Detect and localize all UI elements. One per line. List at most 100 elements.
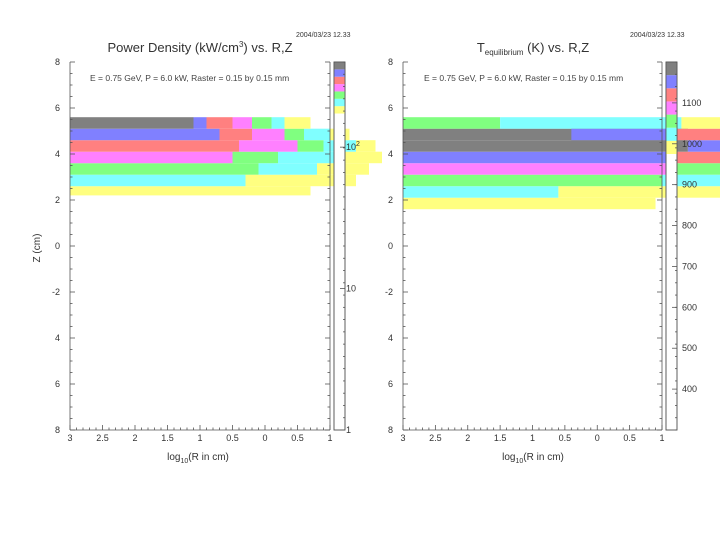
colorbar-band bbox=[334, 69, 345, 77]
y-tick-label: 4 bbox=[55, 333, 60, 343]
colorbar: 102 10 1 bbox=[333, 61, 360, 435]
heatmap-cell bbox=[70, 117, 194, 129]
heatmap-cell bbox=[193, 117, 207, 129]
colorbar-band bbox=[334, 91, 345, 99]
y-tick-label: 6 bbox=[55, 103, 60, 113]
heatmap-cell bbox=[403, 140, 688, 152]
colorbar-label: 1 bbox=[346, 425, 351, 435]
plot-annotation: E = 0.75 GeV, P = 6.0 kW, Raster = 0.15 … bbox=[90, 73, 289, 83]
y-tick-label: 0 bbox=[55, 241, 60, 251]
colorbar-band bbox=[334, 62, 345, 70]
heatmap-cell bbox=[674, 151, 720, 164]
heatmap-cell bbox=[219, 128, 252, 141]
y-tick-label: 8 bbox=[55, 57, 60, 67]
y-tick-label: 6 bbox=[55, 379, 60, 389]
x-tick-label: 3 bbox=[400, 433, 405, 443]
chart-title: Power Density (kW/cm3) vs. R,Z bbox=[107, 40, 292, 55]
x-tick-label: 1.5 bbox=[494, 433, 507, 443]
heatmap-cell bbox=[558, 186, 720, 198]
heatmap-cell bbox=[356, 140, 376, 152]
colorbar-band bbox=[334, 84, 345, 92]
x-tick-label: 1.5 bbox=[161, 433, 174, 443]
heatmap-cell bbox=[70, 174, 246, 187]
plot-annotation: E = 0.75 GeV, P = 6.0 kW, Raster = 0.15 … bbox=[424, 73, 623, 83]
x-tick-label: 3 bbox=[67, 433, 72, 443]
y-tick-label: 2 bbox=[388, 195, 393, 205]
colorbar-label: 900 bbox=[682, 180, 697, 190]
y-tick-label: 6 bbox=[388, 103, 393, 113]
heatmap-cell bbox=[304, 128, 330, 141]
heatmap-cell bbox=[500, 117, 682, 129]
colorbar-label: 1100 bbox=[682, 98, 701, 108]
colorbar-label: 800 bbox=[682, 221, 697, 231]
heatmap-cell bbox=[403, 186, 559, 198]
heatmap-cell bbox=[232, 151, 278, 164]
colorbar-label: 500 bbox=[682, 343, 697, 353]
colorbar-band bbox=[334, 76, 345, 85]
x-tick-label: 2.5 bbox=[96, 433, 109, 443]
heatmap-cell bbox=[70, 151, 233, 164]
heatmap-cell bbox=[206, 117, 233, 129]
colorbar-label: 102 bbox=[346, 141, 360, 152]
x-tick-label: 2.5 bbox=[429, 433, 442, 443]
x-axis-label: log10(R in cm) bbox=[502, 452, 564, 465]
y-tick-label: 4 bbox=[388, 149, 393, 159]
colorbar-label: 700 bbox=[682, 261, 697, 271]
heatmap-cell bbox=[70, 163, 259, 175]
x-axis-label: log10(R in cm) bbox=[167, 452, 229, 465]
y-axis-label: Z (cm) bbox=[32, 234, 43, 263]
colorbar-band bbox=[666, 62, 677, 76]
heatmap-cell bbox=[403, 151, 675, 164]
heatmap-cells bbox=[403, 117, 720, 210]
heatmap-cell bbox=[403, 128, 688, 141]
timestamp: 2004/03/23 12.33 bbox=[296, 32, 351, 39]
heatmap-cell bbox=[662, 174, 720, 187]
colorbar-band bbox=[666, 114, 677, 128]
heatmap-cell bbox=[403, 117, 501, 129]
colorbar-label: 400 bbox=[682, 384, 697, 394]
colorbar: 400 500 600 700 800 900 1000 1100 bbox=[665, 61, 702, 431]
y-tick-label: 2 bbox=[55, 195, 60, 205]
heatmap-cell bbox=[271, 117, 285, 129]
x-tick-label: 0.5 bbox=[291, 433, 304, 443]
heatmap-cell bbox=[70, 186, 311, 196]
heatmap-cell bbox=[252, 117, 272, 129]
heatmap-cell bbox=[245, 174, 356, 187]
heatmap-cell bbox=[278, 151, 337, 164]
heatmap-cell bbox=[297, 140, 324, 152]
colorbar-band bbox=[666, 75, 677, 89]
x-tick-label: 0.5 bbox=[226, 433, 239, 443]
y-tick-label: -2 bbox=[385, 287, 393, 297]
y-tick-label: 0 bbox=[388, 241, 393, 251]
colorbar-band bbox=[666, 101, 677, 115]
y-tick-label: 8 bbox=[55, 425, 60, 435]
heatmap-cell bbox=[232, 117, 252, 129]
heatmap-cell bbox=[336, 151, 382, 164]
heatmap-cell bbox=[284, 117, 311, 129]
x-tick-label: 1 bbox=[659, 433, 664, 443]
colorbar-band bbox=[666, 140, 677, 154]
colorbar-label: 600 bbox=[682, 302, 697, 312]
y-tick-label: 6 bbox=[388, 379, 393, 389]
y-tick-label: -2 bbox=[52, 287, 60, 297]
heatmap-cell bbox=[681, 117, 720, 129]
heatmap-cell bbox=[239, 140, 298, 152]
heatmap-cell bbox=[571, 128, 675, 141]
x-tick-label: 1 bbox=[197, 433, 202, 443]
heatmap-cell bbox=[687, 140, 720, 152]
x-tick-label: 0.5 bbox=[559, 433, 572, 443]
heatmap-cell bbox=[668, 163, 720, 175]
y-tick-label: 8 bbox=[388, 57, 393, 67]
colorbar-label: 10 bbox=[346, 284, 356, 294]
colorbar-band bbox=[666, 127, 677, 141]
colorbar-band bbox=[334, 106, 345, 114]
heatmap-cell bbox=[403, 174, 662, 187]
colorbar-band bbox=[334, 98, 345, 107]
x-tick-label: 1 bbox=[327, 433, 332, 443]
x-tick-label: 2 bbox=[465, 433, 470, 443]
heatmap-cell bbox=[70, 128, 220, 141]
heatmap-cell bbox=[258, 163, 317, 175]
colorbar-band bbox=[666, 88, 677, 102]
